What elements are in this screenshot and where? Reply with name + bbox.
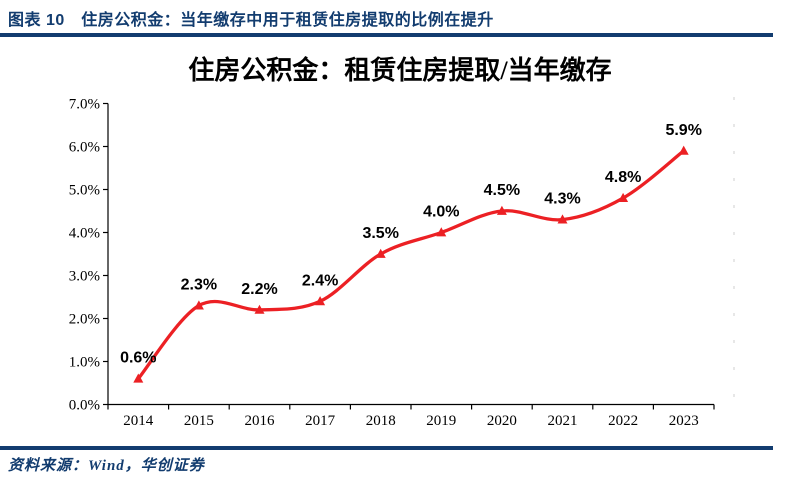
x-axis-label: 2020 (487, 413, 517, 429)
y-axis-label: 1.0% (69, 355, 100, 371)
y-axis-label: 7.0% (69, 97, 100, 113)
y-axis-label: 5.0% (69, 183, 100, 199)
x-axis-label: 2021 (548, 413, 578, 429)
data-marker (193, 300, 204, 310)
data-marker (133, 373, 144, 383)
point-label: 2.2% (241, 281, 277, 298)
data-marker (496, 205, 507, 215)
data-marker (436, 227, 447, 237)
x-axis-label: 2016 (245, 413, 276, 429)
point-label: 2.4% (302, 272, 338, 289)
data-marker (375, 248, 386, 258)
y-axis-label: 3.0% (69, 269, 100, 285)
data-marker (315, 296, 326, 306)
data-marker (254, 304, 265, 314)
chart-title: 住房公积金：租赁住房提取/当年缴存 (188, 55, 611, 85)
x-axis-label: 2017 (305, 413, 336, 429)
point-label: 4.3% (544, 191, 580, 208)
point-label: 4.0% (423, 204, 459, 221)
y-axis-label: 6.0% (69, 140, 100, 156)
point-label: 4.8% (605, 169, 641, 186)
x-axis-label: 2022 (608, 413, 638, 429)
y-axis-label: 4.0% (69, 226, 100, 242)
header-rule (0, 33, 773, 37)
series-markers (133, 145, 689, 383)
y-axis-label: 2.0% (69, 312, 100, 328)
data-marker (618, 192, 629, 202)
y-axis-label: 0.0% (69, 398, 100, 414)
point-labels: 0.6% 2.3% 2.2% 2.4% 3.5% 4.0% 4.5% 4.3% 4.8% 5.9% (120, 122, 702, 367)
y-axis-labels: 0.0% 1.0% 2.0% 3.0% 4.0% 5.0% 6.0% 7.0% (69, 97, 100, 414)
figure-caption: 图表 10 住房公积金：当年缴存中用于租赁住房提取的比例在提升 (8, 12, 494, 29)
x-axis-label: 2019 (426, 413, 456, 429)
data-marker (557, 214, 568, 224)
data-marker (678, 145, 689, 155)
x-axis-label: 2015 (184, 413, 214, 429)
source-text: 资料来源：Wind，华创证券 (8, 458, 205, 474)
footer-rule (0, 446, 773, 450)
series-line (136, 149, 686, 381)
x-axis-label: 2014 (123, 413, 154, 429)
x-axis-labels: 2014 2015 2016 2017 2018 2019 2020 2021 2022 2023 (123, 413, 698, 429)
axes (103, 102, 715, 410)
point-label: 4.5% (484, 182, 520, 199)
x-axis-label: 2018 (366, 413, 396, 429)
point-label: 2.3% (181, 277, 217, 294)
x-axis-label: 2023 (669, 413, 699, 429)
point-label: 0.6% (120, 350, 156, 367)
point-label: 3.5% (362, 225, 398, 242)
point-label: 5.9% (665, 122, 701, 139)
